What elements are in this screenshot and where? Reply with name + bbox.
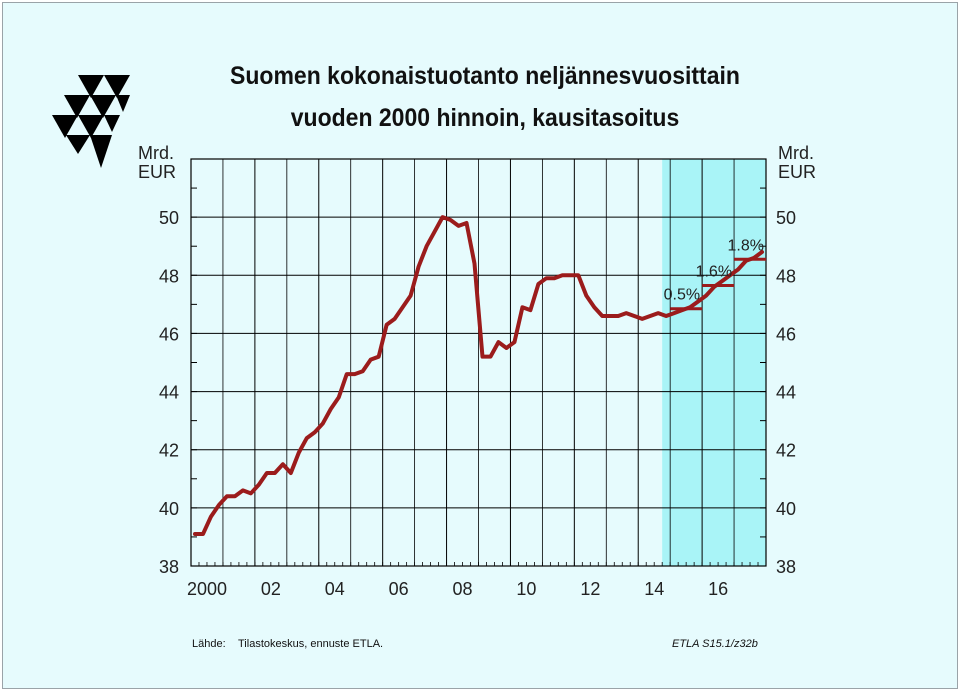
x-tick-label: 10 xyxy=(516,579,536,599)
y-tick-label-right: 42 xyxy=(776,441,796,461)
forecast-band xyxy=(662,159,766,566)
annual-growth-label: 1.8% xyxy=(728,237,764,254)
x-tick-label: 16 xyxy=(708,579,728,599)
x-tick-label: 2000 xyxy=(187,579,227,599)
x-tick-label: 12 xyxy=(580,579,600,599)
y-tick-label-right: 50 xyxy=(776,208,796,228)
source-text: Tilastokeskus, ennuste ETLA. xyxy=(238,638,384,650)
source-note: Lähde: Tilastokeskus, ennuste ETLA. xyxy=(192,638,383,650)
y-tick-label-left: 42 xyxy=(159,441,179,461)
y-tick-label-right: 44 xyxy=(776,383,796,403)
y-axis-unit-left: Mrd. EUR xyxy=(138,143,177,182)
x-tick-label: 04 xyxy=(325,579,345,599)
series-line-gdp xyxy=(192,215,765,537)
y-tick-label-left: 40 xyxy=(159,499,179,519)
y-tick-label-left: 44 xyxy=(159,383,179,403)
x-tick-label: 08 xyxy=(453,579,473,599)
y-tick-label-left: 48 xyxy=(159,266,179,286)
x-tick-label: 06 xyxy=(389,579,409,599)
y-tick-label-right: 46 xyxy=(776,324,796,344)
y-tick-label-right: 48 xyxy=(776,266,796,286)
figure-code: ETLA S15.1/z32b xyxy=(672,638,758,650)
y-tick-label-left: 38 xyxy=(159,557,179,577)
annual-growth-label: 0.5% xyxy=(664,287,700,304)
y-tick-label-right: 40 xyxy=(776,499,796,519)
annual-growth-label: 1.6% xyxy=(696,263,732,280)
chart-title-line1: Suomen kokonaistuotanto neljännesvuositt… xyxy=(230,62,740,90)
source-label: Lähde: xyxy=(192,638,226,650)
chart-title-line2: vuoden 2000 hinnoin, kausitasoitus xyxy=(290,104,680,132)
x-tick-label: 02 xyxy=(261,579,281,599)
x-tick-label: 14 xyxy=(644,579,664,599)
y-tick-label-left: 50 xyxy=(159,208,179,228)
y-axis-unit-right: Mrd. EUR xyxy=(778,143,817,182)
y-tick-label-right: 38 xyxy=(776,557,796,577)
y-tick-label-left: 46 xyxy=(159,324,179,344)
